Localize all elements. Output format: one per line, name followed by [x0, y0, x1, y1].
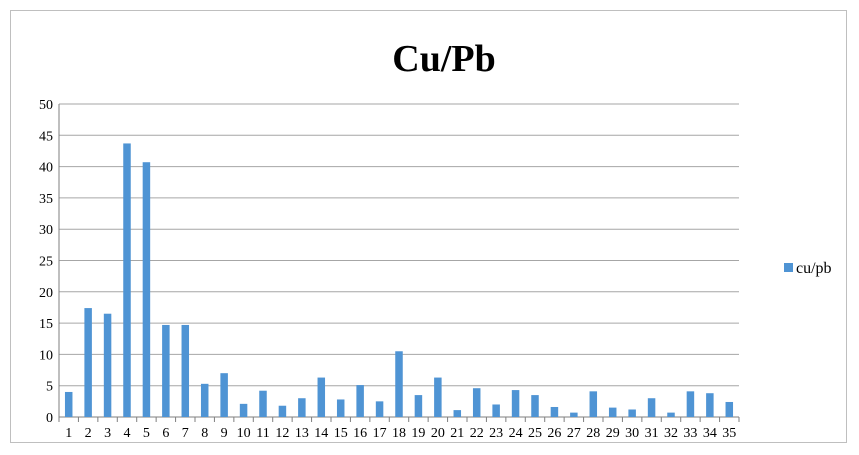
x-tick-label: 3: [104, 426, 111, 441]
x-tick-label: 17: [373, 426, 387, 441]
bar: [123, 143, 131, 418]
y-tick-label: 25: [39, 255, 53, 270]
bar: [706, 393, 714, 417]
x-tick-label: 27: [567, 426, 581, 441]
gridlines: [59, 103, 739, 387]
bar: [298, 398, 306, 417]
bar: [550, 406, 559, 417]
bar: [686, 391, 695, 417]
bar: [375, 401, 384, 417]
chart-frame: Cu/Pb 0 5 10 15 20 25 30 35 40 45 50 1 2 3 4 5 6 7 8 9 10 11…: [10, 10, 847, 443]
bar: [220, 373, 228, 417]
bar: [492, 404, 500, 417]
x-tick-label: 9: [221, 426, 228, 441]
x-tick-label: 24: [509, 426, 523, 441]
bar: [395, 351, 403, 417]
y-tick-label: 35: [39, 192, 53, 207]
bar: [64, 391, 73, 417]
bar: [414, 395, 423, 417]
y-tick-label: 10: [39, 348, 53, 363]
bar: [608, 407, 617, 417]
x-tick-label: 8: [201, 426, 208, 441]
x-tick-label: 15: [334, 426, 348, 441]
bar: [103, 313, 112, 417]
bar-series: [64, 143, 734, 418]
y-tick-label: 0: [46, 411, 53, 426]
bar: [259, 390, 267, 417]
y-tick-label: 45: [39, 129, 53, 144]
bar: [472, 388, 481, 417]
bar: [162, 324, 170, 417]
x-tick-label: 30: [625, 426, 639, 441]
y-tick-label: 20: [39, 286, 53, 301]
x-tick-label: 2: [85, 426, 92, 441]
bar: [647, 398, 656, 417]
bar: [142, 162, 151, 417]
x-tick-label: 31: [645, 426, 659, 441]
y-tick-label: 5: [46, 380, 53, 395]
y-tick-label: 50: [39, 98, 53, 113]
legend: cu/pb: [784, 260, 832, 277]
x-tick-label: 29: [606, 426, 620, 441]
bar: [531, 395, 539, 417]
x-tick-label: 35: [722, 426, 736, 441]
bar: [336, 399, 345, 417]
x-tick-label: 12: [275, 426, 289, 441]
x-tick-label: 20: [431, 426, 445, 441]
x-tick-label: 22: [470, 426, 484, 441]
x-tick-label: 26: [547, 426, 561, 441]
legend-label: cu/pb: [796, 260, 832, 277]
x-tick-label: 23: [489, 426, 503, 441]
bar: [84, 308, 92, 417]
x-tick-label: 14: [314, 426, 328, 441]
x-tick-label: 7: [182, 426, 189, 441]
chart-title: Cu/Pb: [392, 38, 495, 80]
bar: [570, 412, 578, 417]
bar: [239, 403, 248, 417]
bar: [278, 405, 287, 417]
x-tick-label: 13: [295, 426, 309, 441]
bar: [667, 412, 675, 417]
x-tick-label: 18: [392, 426, 406, 441]
bar: [628, 409, 636, 417]
x-tick-label: 1: [65, 426, 72, 441]
y-tick-label: 40: [39, 161, 53, 176]
x-tick-label: 4: [124, 426, 131, 441]
x-tick-label: 28: [586, 426, 600, 441]
bar: [511, 390, 520, 417]
bar: [317, 377, 326, 417]
x-tick-label: 10: [237, 426, 251, 441]
bar: [181, 324, 190, 417]
y-axis-tick-labels: 0 5 10 15 20 25 30 35 40 45 50: [39, 98, 53, 426]
bar: [356, 385, 364, 417]
x-tick-label: 6: [162, 426, 169, 441]
x-tick-label: 19: [411, 426, 425, 441]
x-tick-label: 32: [664, 426, 678, 441]
bar: [589, 391, 598, 417]
bar: [453, 410, 462, 417]
x-tick-label: 5: [143, 426, 150, 441]
x-tick-label: 33: [683, 426, 697, 441]
bar: [434, 377, 442, 417]
bar: [725, 401, 734, 417]
x-axis-tick-labels: 1 2 3 4 5 6 7 8 9 10 11 12 13 14 15 16 17 18 19 20 21 22 23 24 2…: [65, 426, 736, 441]
x-tick-label: 11: [256, 426, 269, 441]
x-tick-label: 16: [353, 426, 367, 441]
legend-swatch: [784, 263, 793, 272]
y-tick-label: 15: [39, 317, 53, 332]
x-tick-label: 21: [450, 426, 464, 441]
bar: [200, 383, 209, 417]
y-tick-label: 30: [39, 223, 53, 238]
x-tick-label: 25: [528, 426, 542, 441]
x-tick-label: 34: [703, 426, 717, 441]
